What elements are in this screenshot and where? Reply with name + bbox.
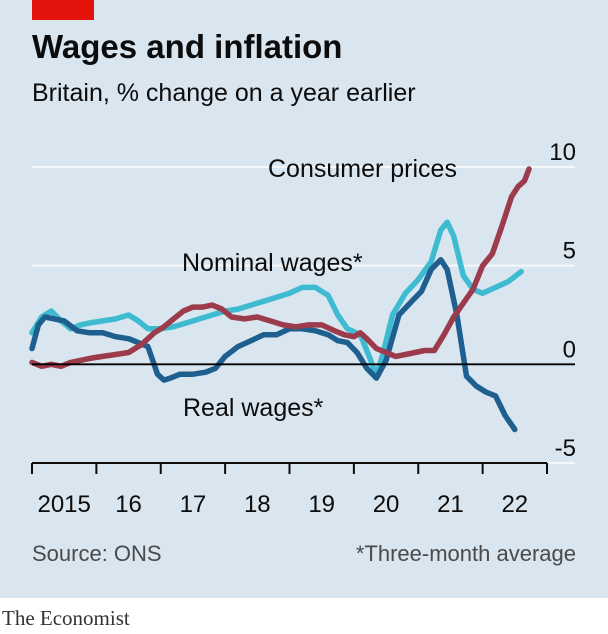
- y-tick-label: 10: [549, 139, 576, 166]
- y-tick-label: -5: [555, 435, 576, 462]
- x-tick-label: 18: [244, 491, 271, 518]
- x-tick-label: 21: [437, 491, 464, 518]
- series-lines: [29, 166, 532, 433]
- real-wages-line: [29, 256, 518, 433]
- x-tick-label: 20: [373, 491, 400, 518]
- chart-panel: [0, 0, 608, 598]
- x-tick-label: 16: [115, 491, 142, 518]
- axes: 10 5 0 -5 2015 16 17 18 19 20 21 22: [31, 139, 576, 518]
- x-tick-label: 2015: [37, 491, 90, 518]
- nominal-wages-label: Nominal wages*: [182, 249, 363, 277]
- x-tick-label: 17: [180, 491, 207, 518]
- consumer-prices-label: Consumer prices: [268, 155, 457, 183]
- source-note: Source: ONS: [32, 541, 162, 566]
- series-labels: Consumer prices Nominal wages* Real wages*: [182, 155, 457, 422]
- x-tick-label: 19: [308, 491, 335, 518]
- red-tag-logo: [32, 0, 94, 20]
- publisher-brand: The Economist: [2, 606, 130, 630]
- x-tick-label: 22: [501, 491, 528, 518]
- consumer-prices-line: [29, 166, 532, 370]
- footnote: *Three-month average: [355, 541, 576, 566]
- y-tick-label: 5: [563, 238, 576, 265]
- nominal-wages-line: [29, 219, 524, 379]
- chart-subtitle: Britain, % change on a year earlier: [32, 79, 416, 107]
- real-wages-label: Real wages*: [183, 394, 324, 422]
- chart-title: Wages and inflation: [32, 28, 343, 65]
- y-tick-label: 0: [563, 336, 576, 363]
